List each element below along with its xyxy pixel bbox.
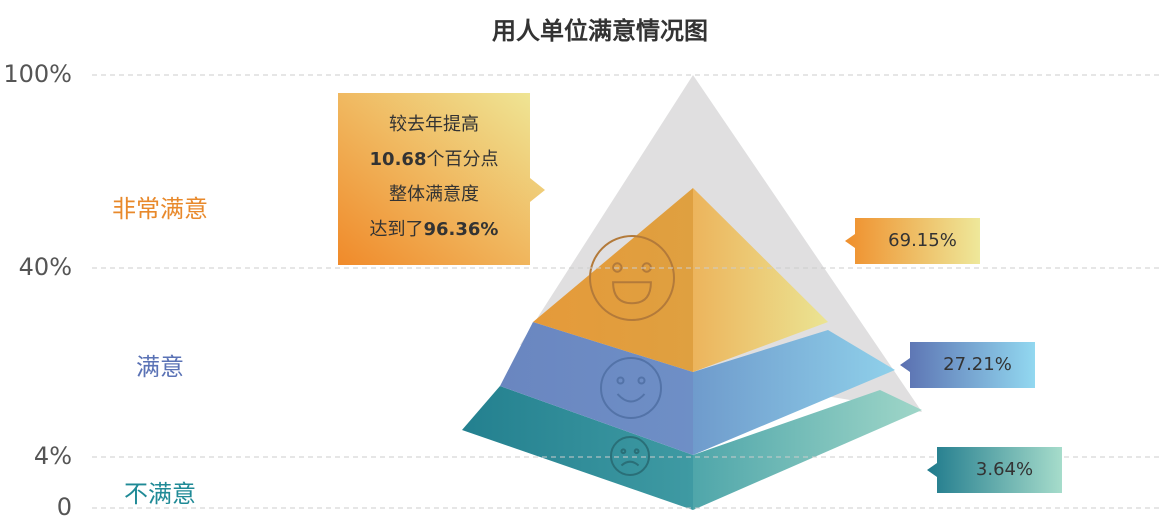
value-label: 3.64%	[976, 459, 1033, 480]
face	[610, 436, 650, 476]
value-label: 27.21%	[943, 354, 1012, 375]
value-box	[845, 218, 980, 264]
face	[600, 357, 662, 419]
pyramid-layer-right	[693, 330, 895, 455]
pyramid-layer-right	[693, 390, 922, 510]
pyramid-layer-left	[500, 322, 693, 455]
category-label: 非常满意	[112, 195, 208, 223]
y-tick-label: 4%	[34, 442, 72, 470]
pyramid-layer-left	[533, 188, 693, 372]
face-eye	[633, 448, 640, 455]
value-box	[900, 342, 1035, 388]
callout-part: 整体满意度	[389, 184, 479, 205]
category-label: 不满意	[124, 480, 196, 508]
pyramid	[462, 188, 922, 510]
pyramid-layer-left	[462, 386, 693, 510]
face	[589, 235, 675, 321]
value-box	[927, 447, 1062, 493]
face-mouth	[620, 460, 640, 467]
callout-part: 个百分点	[426, 149, 498, 170]
y-tick-label: 100%	[3, 60, 72, 88]
face-mouth	[612, 281, 652, 305]
y-tick-label: 0	[57, 493, 72, 519]
callout-part: 较去年提高	[389, 114, 479, 135]
face-eye	[616, 376, 625, 385]
callout-part: 96.36%	[424, 219, 499, 240]
callout-part: 达到了	[370, 219, 424, 240]
callout: 较去年提高 10.68个百分点整体满意度达到了96.36%	[338, 93, 545, 265]
y-tick-label: 40%	[19, 253, 72, 281]
face-eye	[620, 448, 627, 455]
face-mouth	[616, 393, 646, 403]
callout-box	[338, 93, 545, 265]
value-label: 69.15%	[888, 230, 957, 251]
chart-title: 用人单位满意情况图	[492, 17, 708, 45]
category-label: 满意	[136, 353, 184, 381]
pyramid-layer-right	[693, 188, 828, 372]
callout-text: 较去年提高 10.68个百分点整体满意度达到了96.36%	[370, 114, 499, 240]
face-eye	[637, 376, 646, 385]
callout-part: 10.68	[370, 149, 427, 170]
face-eye	[612, 262, 623, 273]
